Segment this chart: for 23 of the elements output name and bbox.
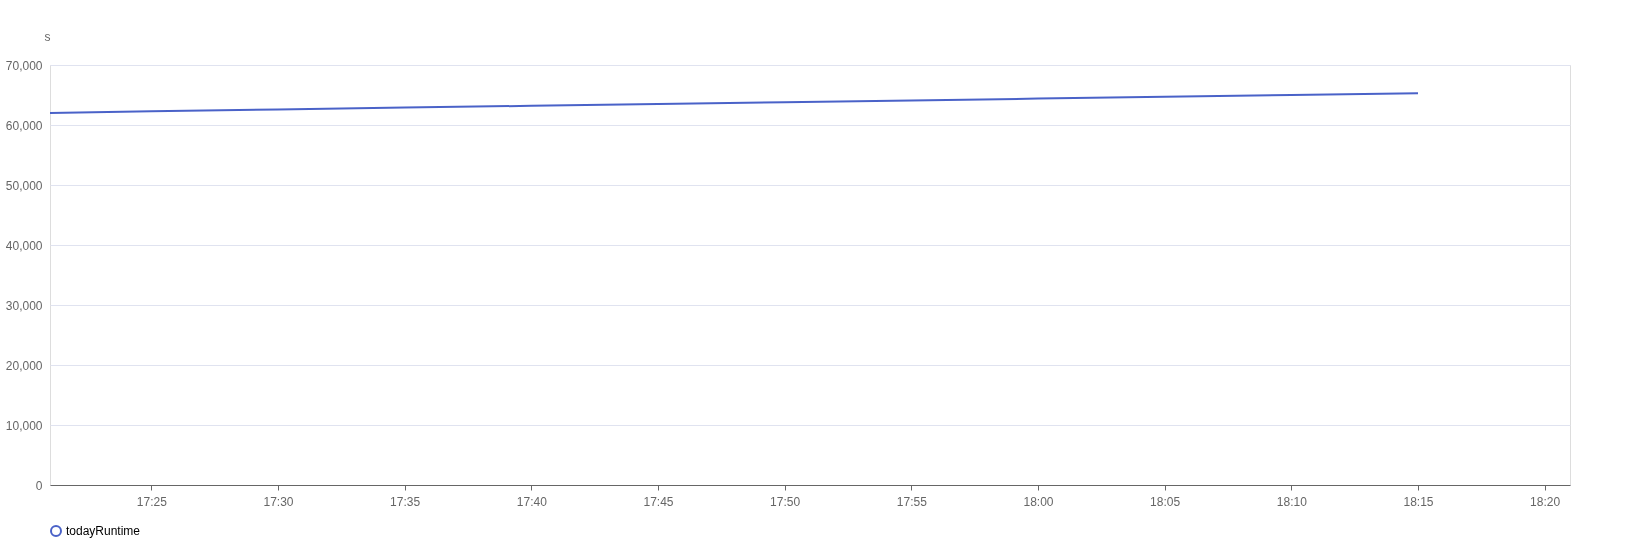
y-tick-label: 40,000 (5, 238, 43, 253)
y-tick-label: 10,000 (5, 418, 43, 433)
y-tick-label: 30,000 (5, 298, 43, 313)
y-tick-label: 70,000 (5, 58, 43, 73)
y-tick-label: 0 (35, 478, 43, 493)
y-tick-label: 20,000 (5, 358, 43, 373)
x-tick-label: 18:20 (1530, 494, 1561, 509)
x-tick-label: 17:45 (643, 494, 674, 509)
x-tick-label: 18:00 (1023, 494, 1054, 509)
y-tick-label: 50,000 (5, 178, 43, 193)
legend-label: todayRuntime (66, 524, 141, 538)
line-series (49, 92, 1419, 114)
y-tick-label: 60,000 (5, 118, 43, 133)
x-tick-label: 17:40 (516, 494, 548, 509)
x-tick-label: 18:05 (1150, 494, 1181, 509)
x-tick-label: 17:25 (136, 494, 168, 509)
x-tick-label: 17:50 (770, 494, 801, 509)
y-axis-title: s (44, 29, 51, 44)
x-tick-label: 17:30 (263, 494, 294, 509)
x-tick-label: 18:15 (1403, 494, 1434, 509)
x-tick-label: 17:35 (390, 494, 421, 509)
x-tick-label: 17:55 (896, 494, 928, 509)
x-tick-label: 18:10 (1276, 494, 1308, 509)
